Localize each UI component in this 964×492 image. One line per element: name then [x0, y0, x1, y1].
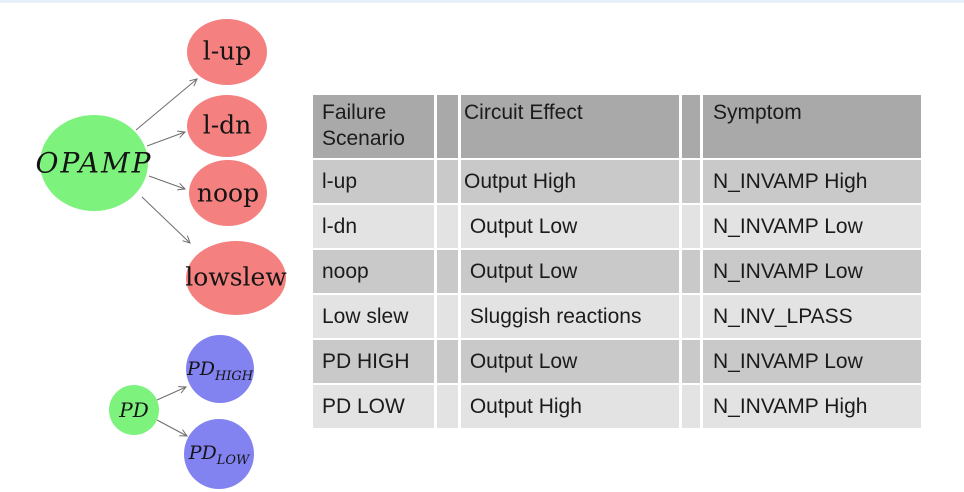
cell-spacer: [682, 340, 700, 383]
cell-symptom: N_INVAMP High: [703, 160, 921, 203]
lowslew-node-shape: [186, 241, 286, 315]
cell-symptom: N_INVAMP High: [703, 385, 921, 428]
pdhigh-label-base: PD: [187, 358, 216, 380]
ldn-node-shape: [187, 95, 267, 157]
cell-scenario: PD HIGH: [313, 340, 434, 383]
cell-spacer: [682, 160, 700, 203]
header-spacer-1: [437, 95, 458, 158]
cell-spacer: [437, 385, 458, 428]
pd-node-shape: [109, 385, 159, 435]
table-row: l-up Output High N_INVAMP High: [313, 160, 921, 203]
pdlow-node-shape: [184, 419, 254, 489]
arrow-opamp-to-noop: [148, 175, 187, 191]
opamp-node-shape: [40, 115, 148, 211]
pdhigh-label-subscript: HIGH: [215, 368, 253, 384]
cell-spacer: [437, 205, 458, 248]
cell-symptom: N_INVAMP Low: [703, 340, 921, 383]
pdlow-label-base: PD: [188, 442, 217, 464]
cell-effect: Output Low: [461, 340, 679, 383]
pdlow-label-subscript: LOW: [216, 452, 250, 468]
header-circuit-effect: Circuit Effect: [461, 95, 679, 158]
cell-scenario: Low slew: [313, 295, 434, 338]
cell-spacer: [682, 295, 700, 338]
table-row: l-dn Output Low N_INVAMP Low: [313, 205, 921, 248]
pdlow-node-label: PDLOW: [188, 442, 249, 467]
table-header-row: Failure Scenario Circuit Effect Symptom: [313, 95, 921, 158]
table-row: PD HIGH Output Low N_INVAMP Low: [313, 340, 921, 383]
pd-node-label: PD: [119, 398, 149, 422]
cell-effect: Output Low: [461, 250, 679, 293]
arrow-opamp-to-ldn: [146, 130, 187, 147]
cell-scenario: l-dn: [313, 205, 434, 248]
table-row: PD LOW Output High N_INVAMP High: [313, 385, 921, 428]
failure-scenario-table: Failure Scenario Circuit Effect Symptom …: [310, 93, 924, 430]
cell-spacer: [437, 340, 458, 383]
top-border-strip: [0, 0, 964, 3]
cell-effect: Sluggish reactions: [461, 295, 679, 338]
table-row: Low slew Sluggish reactions N_INV_LPASS: [313, 295, 921, 338]
cell-spacer: [437, 250, 458, 293]
lup-node-label: l-up: [202, 36, 252, 66]
header-spacer-2: [682, 95, 700, 158]
cell-scenario: l-up: [313, 160, 434, 203]
arrow-pd-to-pdhigh: [156, 386, 188, 401]
cell-spacer: [682, 385, 700, 428]
cell-effect: Output High: [461, 385, 679, 428]
table-row: noop Output Low N_INVAMP Low: [313, 250, 921, 293]
cell-scenario: PD LOW: [313, 385, 434, 428]
cell-symptom: N_INVAMP Low: [703, 250, 921, 293]
arrow-opamp-to-lup: [135, 78, 198, 131]
opamp-node-label: OPAMP: [35, 146, 153, 180]
cell-scenario: noop: [313, 250, 434, 293]
pdhigh-node-label: PDHIGH: [187, 358, 253, 383]
cell-spacer: [437, 295, 458, 338]
noop-node-shape: [189, 160, 267, 226]
cell-spacer: [682, 205, 700, 248]
pdhigh-node-shape: [186, 335, 254, 403]
lup-node-shape: [187, 19, 267, 85]
noop-node-label: noop: [196, 178, 260, 208]
header-symptom: Symptom: [703, 95, 921, 158]
arrow-pd-to-pdlow: [156, 419, 188, 437]
cell-symptom: N_INVAMP Low: [703, 205, 921, 248]
arrow-opamp-to-lowslew: [141, 196, 191, 244]
cell-spacer: [437, 160, 458, 203]
header-failure-scenario: Failure Scenario: [313, 95, 434, 158]
ldn-node-label: l-dn: [202, 110, 252, 140]
cell-spacer: [682, 250, 700, 293]
cell-effect: Output Low: [461, 205, 679, 248]
lowslew-node-label: lowslew: [185, 262, 287, 292]
cell-symptom: N_INV_LPASS: [703, 295, 921, 338]
cell-effect: Output High: [461, 160, 679, 203]
